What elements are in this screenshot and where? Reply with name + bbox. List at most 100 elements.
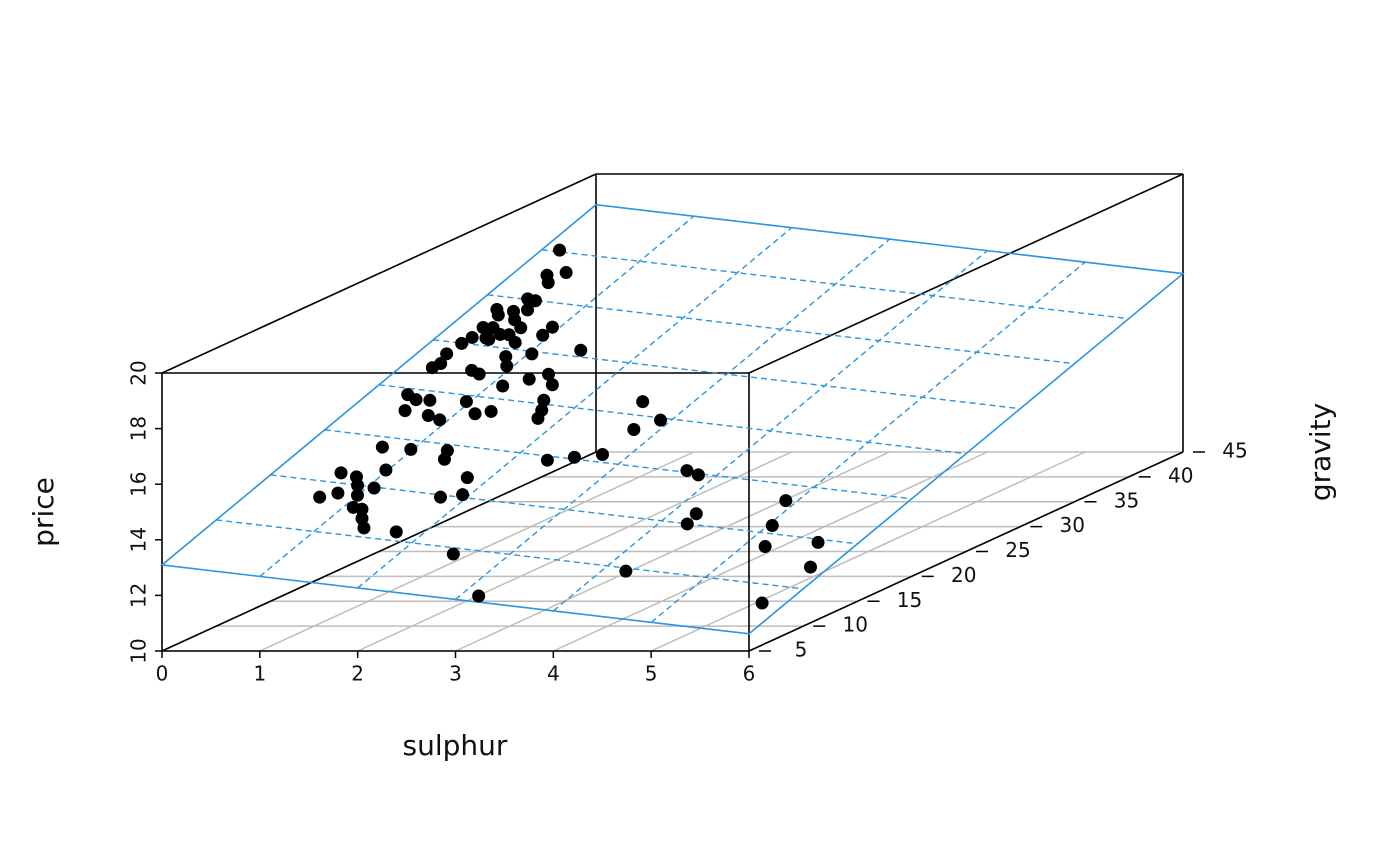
point [522,372,536,386]
point [437,452,451,466]
box-edge [748,173,1184,374]
point [423,393,437,407]
point [691,468,705,482]
point [755,596,769,610]
point [476,321,490,335]
point [499,350,513,364]
point [375,440,389,454]
point [472,367,486,381]
point [541,276,555,290]
point [508,335,522,349]
point [500,359,514,373]
plane-grid-line [433,339,1021,410]
point [595,448,609,462]
point [545,378,559,392]
y-tick-label: 40 [1168,463,1193,487]
point [521,303,535,317]
point [689,507,703,521]
plane-grid-line [270,474,858,545]
box [161,173,1184,652]
x-tick-label: 0 [156,662,169,686]
point [440,347,454,361]
x-tick-label: 1 [253,662,266,686]
point [434,490,448,504]
y-tick-label: 30 [1060,513,1085,537]
regression-plane [160,203,1185,635]
point [468,407,482,421]
point [779,494,793,508]
x-axis-title: sulphur [403,729,508,762]
point [472,589,486,603]
point [765,519,779,533]
point [357,521,371,535]
point [636,395,650,409]
point [540,453,554,467]
point [334,466,348,480]
point [525,347,539,361]
box-edge [748,451,1184,652]
plane-grid-line [357,227,793,589]
y-tick-label: 5 [795,638,808,662]
point [313,490,327,504]
point [496,379,510,393]
point [680,464,694,478]
x-tick-label: 6 [743,662,756,686]
y-tick-label: 25 [1005,538,1030,562]
point [389,525,403,539]
box-edge [161,451,597,652]
z-tick-label: 12 [127,583,151,608]
point [567,450,581,464]
y-tick-label: 45 [1222,439,1247,463]
point [398,404,412,418]
point [553,243,567,257]
point [404,442,418,456]
point [531,411,545,425]
point [811,535,825,549]
point [456,488,470,502]
y-tick-label: 20 [951,563,976,587]
point [455,336,469,350]
point [367,481,381,495]
point [484,404,498,418]
point [545,320,559,334]
point [351,478,365,492]
point [331,486,345,500]
point [491,308,505,322]
plane-grid-line [378,384,967,455]
point [421,409,435,423]
point [446,547,460,561]
point [433,413,447,427]
plane-grid-line [216,519,804,590]
point [514,321,528,335]
x-tick-label: 5 [645,662,658,686]
point [355,502,369,516]
box-edge [161,173,597,374]
z-tick-label: 20 [127,360,151,385]
points [313,243,825,610]
point [379,463,393,477]
plane-grid-line [487,294,1075,365]
point [803,560,817,574]
point [459,395,473,409]
point [619,564,633,578]
point [536,328,550,342]
z-tick-label: 10 [127,638,151,663]
point [627,422,641,436]
y-axis-title: gravity [1304,403,1337,501]
point [482,332,496,346]
y-tick-label: 15 [897,588,922,612]
point [758,540,772,554]
x-tick-label: 2 [351,662,364,686]
point [542,367,556,381]
z-tick-label: 16 [127,471,151,496]
plane-grid-line [259,215,695,577]
point [460,471,474,485]
point [537,393,551,407]
point [574,343,588,357]
z-axis-title: price [27,477,60,547]
z-tick-label: 14 [127,527,151,552]
z-tick-label: 18 [127,416,151,441]
point [528,294,542,308]
